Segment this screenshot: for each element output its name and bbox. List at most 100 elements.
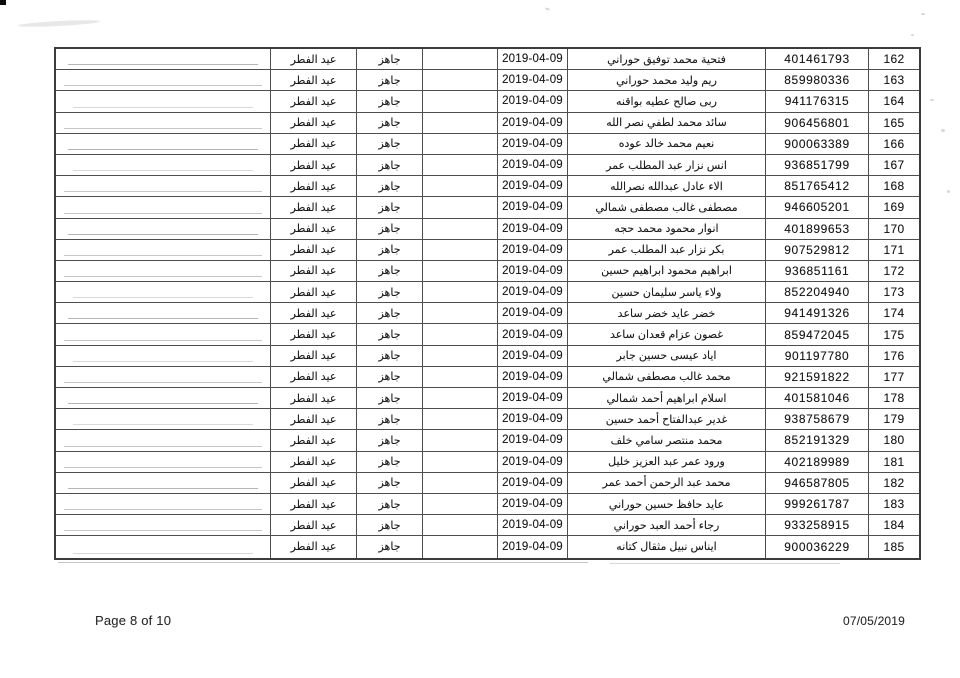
- row-number-cell: 182: [883, 475, 905, 490]
- occasion-cell: عيد الفطر: [271, 324, 357, 345]
- date-cell: 2019-04-09: [498, 218, 568, 239]
- occasion-cell: عيد الفطر: [271, 366, 357, 387]
- signature-cell: [56, 472, 271, 493]
- signature-cell: [56, 303, 271, 324]
- signature-cell: [56, 133, 271, 154]
- table-row: عيد الفطر جاهز 2019-04-09 الاء عادل عبدا…: [56, 176, 919, 198]
- name-cell: فتحية محمد توفيق حوراني: [568, 49, 766, 70]
- date-cell: 2019-04-09: [498, 176, 568, 197]
- scan-corner-artifact: [0, 0, 6, 5]
- status-cell: جاهز: [357, 91, 423, 112]
- signature-cell: [56, 260, 271, 282]
- empty-cell: [423, 430, 498, 451]
- signature-cell: [56, 70, 271, 91]
- empty-cell: [423, 70, 498, 91]
- date-cell: 2019-04-09: [498, 70, 568, 91]
- id-number-cell: 933258915: [766, 515, 869, 536]
- row-number-cell: 184: [883, 518, 905, 533]
- name-cell: اسلام ابراهيم أحمد شمالي: [568, 388, 766, 409]
- table-row: عيد الفطر جاهز 2019-04-09 ايناس نبيل مثق…: [56, 536, 919, 558]
- occasion-cell: عيد الفطر: [271, 303, 357, 324]
- row-number-cell: 175: [883, 327, 905, 342]
- empty-cell: [423, 176, 498, 197]
- date-cell: 2019-04-09: [498, 112, 568, 133]
- name-cell: محمد منتصر سامي خلف: [568, 430, 766, 451]
- id-number-cell: 906456801: [766, 112, 869, 133]
- row-number-cell: 164: [883, 94, 905, 109]
- status-cell: جاهز: [357, 197, 423, 218]
- occasion-cell: عيد الفطر: [271, 49, 357, 70]
- status-cell: جاهز: [357, 303, 423, 324]
- date-cell: 2019-04-09: [498, 133, 568, 154]
- scan-smudge-artifact: [17, 18, 101, 29]
- scan-shadow-line: [58, 562, 588, 563]
- name-cell: سائد محمد لطفي نصر الله: [568, 112, 766, 133]
- occasion-cell: عيد الفطر: [271, 70, 357, 91]
- table-row: عيد الفطر جاهز 2019-04-09 نعيم محمد خالد…: [56, 133, 919, 155]
- empty-cell: [423, 239, 498, 260]
- name-cell: ربى صالح عطيه بواقنه: [568, 91, 766, 112]
- scan-speck: [921, 13, 925, 15]
- signature-line: [64, 191, 262, 193]
- occasion-cell: عيد الفطر: [271, 133, 357, 154]
- beneficiaries-table: عيد الفطر جاهز 2019-04-09 فتحية محمد توف…: [54, 47, 921, 560]
- name-cell: الاء عادل عبدالله نصرالله: [568, 176, 766, 197]
- signature-cell: [56, 366, 271, 387]
- row-number-cell: 170: [883, 221, 905, 236]
- scan-speck: [930, 99, 934, 101]
- name-cell: بكر نزار عبد المطلب عمر: [568, 239, 766, 260]
- empty-cell: [423, 324, 498, 345]
- name-cell: ايناس نبيل مثقال كتانه: [568, 536, 766, 558]
- empty-cell: [423, 260, 498, 282]
- occasion-cell: عيد الفطر: [271, 472, 357, 493]
- id-number-cell: 999261787: [766, 493, 869, 515]
- name-cell: محمد عبد الرحمن أحمد عمر: [568, 472, 766, 493]
- table-row: عيد الفطر جاهز 2019-04-09 ريم وليد محمد …: [56, 70, 919, 92]
- date-cell: 2019-04-09: [498, 303, 568, 324]
- row-number-cell: 173: [883, 285, 905, 300]
- table-row: عيد الفطر جاهز 2019-04-09 ولاء ياسر سليم…: [56, 282, 919, 304]
- name-cell: غصون عزام قعدان ساعد: [568, 324, 766, 345]
- status-cell: جاهز: [357, 70, 423, 91]
- status-cell: جاهز: [357, 409, 423, 430]
- table-row: عيد الفطر جاهز 2019-04-09 انس نزار عبد ا…: [56, 154, 919, 177]
- status-cell: جاهز: [357, 472, 423, 493]
- signature-cell: [56, 154, 271, 176]
- date-cell: 2019-04-09: [498, 239, 568, 260]
- status-cell: جاهز: [357, 515, 423, 536]
- signature-line: [73, 360, 253, 362]
- empty-cell: [423, 388, 498, 409]
- signature-line: [73, 552, 253, 554]
- id-number-cell: 402189989: [766, 451, 869, 472]
- signature-cell: [56, 345, 271, 366]
- status-cell: جاهز: [357, 49, 423, 70]
- signature-line: [64, 212, 262, 214]
- signature-line: [64, 85, 262, 87]
- table-row: عيد الفطر جاهز 2019-04-09 بكر نزار عبد ا…: [56, 239, 919, 261]
- empty-cell: [423, 282, 498, 303]
- empty-cell: [423, 91, 498, 112]
- status-cell: جاهز: [357, 388, 423, 409]
- date-cell: 2019-04-09: [498, 493, 568, 515]
- date-cell: 2019-04-09: [498, 388, 568, 409]
- name-cell: عايد حافظ حسين حوراني: [568, 493, 766, 515]
- id-number-cell: 938758679: [766, 409, 869, 430]
- status-cell: جاهز: [357, 239, 423, 260]
- empty-cell: [423, 451, 498, 472]
- name-cell: اياد عيسى حسين جابر: [568, 345, 766, 366]
- row-number-cell: 180: [883, 433, 905, 448]
- signature-line: [68, 487, 258, 489]
- date-cell: 2019-04-09: [498, 345, 568, 366]
- id-number-cell: 946587805: [766, 472, 869, 493]
- occasion-cell: عيد الفطر: [271, 515, 357, 536]
- row-number-cell: 177: [883, 369, 905, 384]
- row-number-cell: 174: [883, 306, 905, 321]
- row-number-cell: 172: [883, 263, 905, 278]
- id-number-cell: 859472045: [766, 324, 869, 345]
- empty-cell: [423, 536, 498, 558]
- signature-cell: [56, 493, 271, 515]
- date-cell: 2019-04-09: [498, 324, 568, 345]
- empty-cell: [423, 197, 498, 218]
- date-cell: 2019-04-09: [498, 260, 568, 282]
